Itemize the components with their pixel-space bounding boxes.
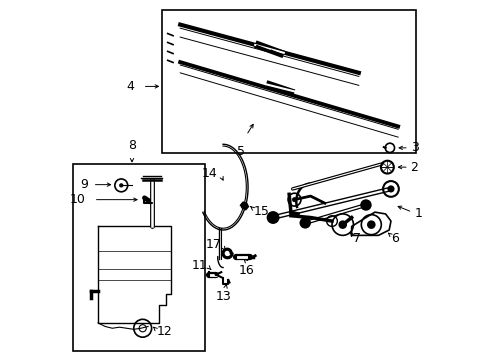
Circle shape: [366, 220, 375, 229]
Text: 17: 17: [205, 238, 221, 251]
Text: 8: 8: [128, 139, 136, 152]
Circle shape: [299, 217, 310, 229]
Circle shape: [266, 211, 279, 224]
Text: 13: 13: [215, 290, 230, 303]
Text: 4: 4: [126, 80, 134, 93]
Text: 16: 16: [238, 264, 254, 277]
Circle shape: [386, 185, 394, 193]
Text: 2: 2: [410, 161, 418, 174]
Text: 7: 7: [353, 233, 361, 246]
Text: 12: 12: [157, 325, 172, 338]
Text: 3: 3: [410, 141, 418, 154]
Text: 14: 14: [202, 167, 217, 180]
Circle shape: [291, 197, 296, 202]
Circle shape: [338, 220, 346, 229]
Text: 1: 1: [413, 207, 421, 220]
Text: 9: 9: [81, 178, 88, 191]
Polygon shape: [351, 212, 390, 235]
Text: 6: 6: [390, 233, 398, 246]
Text: 5: 5: [237, 145, 244, 158]
Circle shape: [119, 183, 123, 188]
Bar: [73, 164, 205, 351]
Text: 11: 11: [191, 258, 206, 271]
Bar: [162, 10, 415, 153]
Circle shape: [360, 199, 371, 211]
Text: 15: 15: [253, 205, 269, 218]
Text: 10: 10: [69, 193, 85, 206]
